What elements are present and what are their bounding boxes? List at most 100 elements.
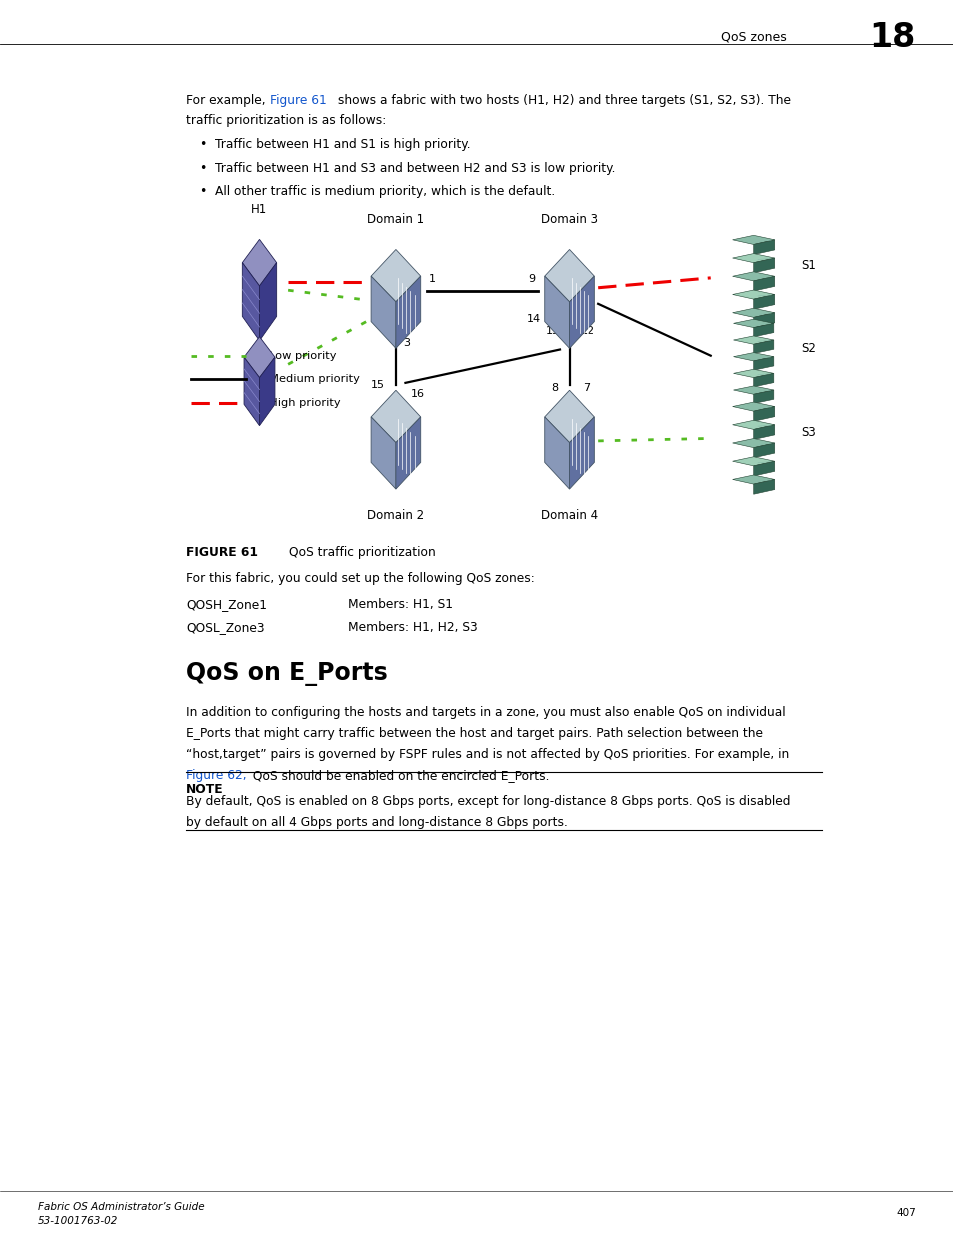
Text: 7: 7 xyxy=(582,383,589,393)
Text: Members: H1, S1: Members: H1, S1 xyxy=(348,598,453,611)
Polygon shape xyxy=(371,390,420,442)
Text: = High priority: = High priority xyxy=(255,398,340,408)
Polygon shape xyxy=(732,475,774,484)
Text: 18: 18 xyxy=(868,21,915,53)
Polygon shape xyxy=(753,443,774,458)
Text: Figure 61: Figure 61 xyxy=(270,94,326,107)
Polygon shape xyxy=(753,425,774,440)
Text: “host,target” pairs is governed by FSPF rules and is not affected by QoS priorit: “host,target” pairs is governed by FSPF … xyxy=(186,748,788,762)
Text: = Medium priority: = Medium priority xyxy=(255,374,359,384)
Polygon shape xyxy=(753,357,773,370)
Polygon shape xyxy=(753,479,774,494)
Polygon shape xyxy=(544,390,594,442)
Text: QOSL_Zone3: QOSL_Zone3 xyxy=(186,621,264,635)
Text: Domain 1: Domain 1 xyxy=(367,212,424,226)
Text: In addition to configuring the hosts and targets in a zone, you must also enable: In addition to configuring the hosts and… xyxy=(186,706,785,720)
Polygon shape xyxy=(753,258,774,273)
Polygon shape xyxy=(732,457,774,466)
Polygon shape xyxy=(733,336,773,345)
Text: 13: 13 xyxy=(545,326,559,336)
Polygon shape xyxy=(753,461,774,475)
Polygon shape xyxy=(733,387,773,394)
Polygon shape xyxy=(732,438,774,447)
Text: Fabric OS Administrator’s Guide: Fabric OS Administrator’s Guide xyxy=(38,1202,205,1212)
Polygon shape xyxy=(733,320,773,327)
Text: •: • xyxy=(199,138,207,152)
Text: 407: 407 xyxy=(895,1208,915,1218)
Text: QoS on E_Ports: QoS on E_Ports xyxy=(186,662,387,685)
Text: S3: S3 xyxy=(801,426,815,438)
Polygon shape xyxy=(544,249,594,301)
Polygon shape xyxy=(753,324,773,337)
Polygon shape xyxy=(753,390,773,404)
Text: 14: 14 xyxy=(526,314,540,324)
Polygon shape xyxy=(753,294,774,309)
Polygon shape xyxy=(569,277,594,348)
Polygon shape xyxy=(544,417,569,489)
Polygon shape xyxy=(753,312,774,327)
Text: Domain 3: Domain 3 xyxy=(540,212,598,226)
Text: 3: 3 xyxy=(403,338,410,348)
Polygon shape xyxy=(733,353,773,361)
Text: QOSH_Zone1: QOSH_Zone1 xyxy=(186,598,267,611)
Polygon shape xyxy=(753,406,774,421)
Polygon shape xyxy=(732,309,774,317)
Text: Domain 2: Domain 2 xyxy=(367,509,424,522)
Polygon shape xyxy=(242,263,259,341)
Text: For example,: For example, xyxy=(186,94,270,107)
Text: = Low priority: = Low priority xyxy=(255,351,335,361)
Text: QoS should be enabled on the encircled E_Ports.: QoS should be enabled on the encircled E… xyxy=(249,769,549,783)
Text: All other traffic is medium priority, which is the default.: All other traffic is medium priority, wh… xyxy=(214,185,555,199)
Polygon shape xyxy=(544,277,569,348)
Polygon shape xyxy=(732,420,774,430)
Text: Domain 4: Domain 4 xyxy=(540,509,598,522)
Polygon shape xyxy=(244,337,274,378)
Polygon shape xyxy=(244,357,259,426)
Text: Figure 62,: Figure 62, xyxy=(186,769,247,783)
Polygon shape xyxy=(371,417,395,489)
Text: shows a fabric with two hosts (H1, H2) and three targets (S1, S2, S3). The: shows a fabric with two hosts (H1, H2) a… xyxy=(334,94,790,107)
Text: •: • xyxy=(199,185,207,199)
Polygon shape xyxy=(753,373,773,387)
Text: 12: 12 xyxy=(580,326,595,336)
Text: NOTE: NOTE xyxy=(186,783,223,797)
Polygon shape xyxy=(395,277,420,348)
Polygon shape xyxy=(753,277,774,291)
Polygon shape xyxy=(395,417,420,489)
Text: S2: S2 xyxy=(801,342,816,354)
Text: Members: H1, H2, S3: Members: H1, H2, S3 xyxy=(348,621,477,635)
Polygon shape xyxy=(733,369,773,378)
Text: H2: H2 xyxy=(251,304,268,317)
Polygon shape xyxy=(753,240,774,254)
Text: 16: 16 xyxy=(411,389,425,399)
Text: Traffic between H1 and S3 and between H2 and S3 is low priority.: Traffic between H1 and S3 and between H2… xyxy=(214,162,615,175)
Text: S1: S1 xyxy=(801,259,816,272)
Polygon shape xyxy=(259,357,274,426)
Text: 9: 9 xyxy=(528,274,535,284)
Text: 53-1001763-02: 53-1001763-02 xyxy=(38,1216,118,1226)
Text: traffic prioritization is as follows:: traffic prioritization is as follows: xyxy=(186,114,386,127)
Text: H1: H1 xyxy=(251,203,268,216)
Polygon shape xyxy=(732,403,774,411)
Text: Traffic between H1 and S1 is high priority.: Traffic between H1 and S1 is high priori… xyxy=(214,138,470,152)
Text: For this fabric, you could set up the following QoS zones:: For this fabric, you could set up the fo… xyxy=(186,572,535,585)
Text: QoS zones: QoS zones xyxy=(720,31,786,43)
Polygon shape xyxy=(732,236,774,245)
Polygon shape xyxy=(242,240,276,287)
Polygon shape xyxy=(371,277,395,348)
Polygon shape xyxy=(569,417,594,489)
Polygon shape xyxy=(259,263,276,341)
Text: FIGURE 61: FIGURE 61 xyxy=(186,546,257,559)
Text: 8: 8 xyxy=(551,383,558,393)
Polygon shape xyxy=(753,340,773,353)
Polygon shape xyxy=(371,249,420,301)
Text: •: • xyxy=(199,162,207,175)
Text: By default, QoS is enabled on 8 Gbps ports, except for long-distance 8 Gbps port: By default, QoS is enabled on 8 Gbps por… xyxy=(186,795,790,809)
Text: QoS traffic prioritization: QoS traffic prioritization xyxy=(289,546,436,559)
Polygon shape xyxy=(732,272,774,280)
Polygon shape xyxy=(732,290,774,299)
Text: E_Ports that might carry traffic between the host and target pairs. Path selecti: E_Ports that might carry traffic between… xyxy=(186,727,762,741)
Text: by default on all 4 Gbps ports and long-distance 8 Gbps ports.: by default on all 4 Gbps ports and long-… xyxy=(186,816,567,830)
Polygon shape xyxy=(732,253,774,263)
Text: 15: 15 xyxy=(370,380,384,390)
